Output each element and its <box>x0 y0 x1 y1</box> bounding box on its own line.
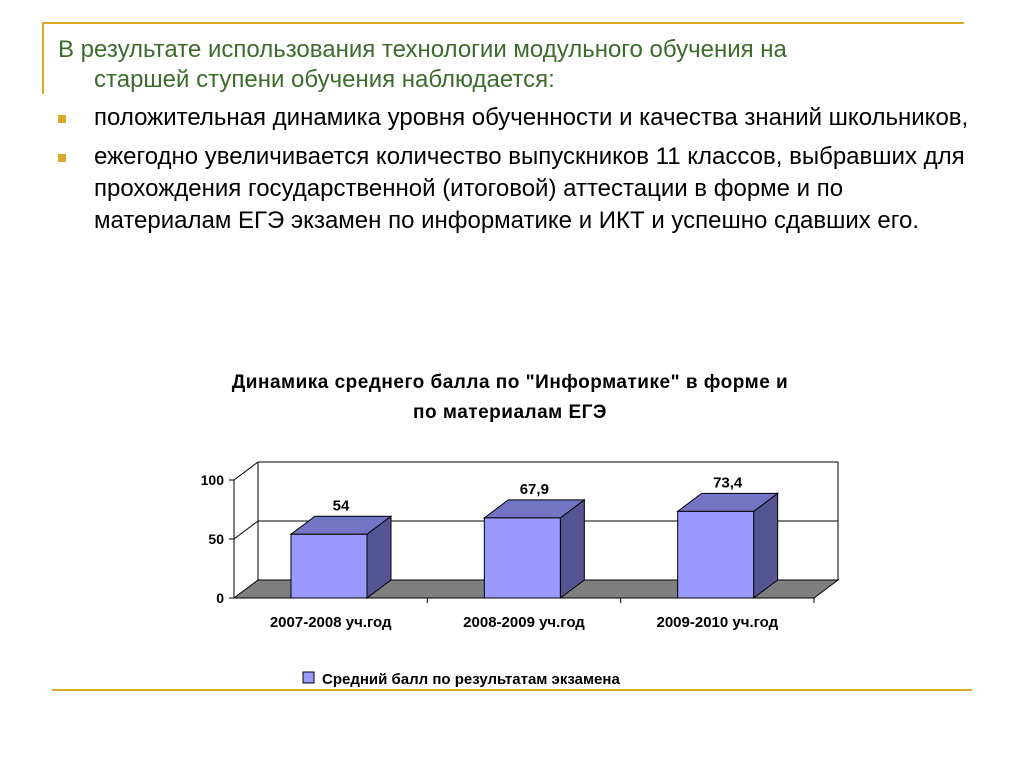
square-bullet-icon <box>58 154 66 162</box>
chart-title-line-2: по материалам ЕГЭ <box>413 402 607 423</box>
bar-front <box>677 510 755 599</box>
legend-swatch <box>302 671 315 684</box>
bar: 67,9 <box>482 481 586 599</box>
bar-front <box>290 533 368 599</box>
intro-line-1: В результате использования технологии мо… <box>58 36 787 63</box>
bullet-item: положительная динамика уровня обученност… <box>56 102 976 134</box>
category-label: 2007-2008 уч.год <box>270 614 392 631</box>
y-tick-labels: 0 50 100 <box>201 472 234 606</box>
side-wall-top <box>233 461 259 481</box>
bullet-item: ежегодно увеличивается количество выпуск… <box>56 141 976 237</box>
left-rule <box>42 22 44 94</box>
bar: 73,4 <box>676 474 780 599</box>
data-label: 73,4 <box>713 474 743 491</box>
bullet-text: ежегодно увеличивается количество выпуск… <box>94 143 965 234</box>
square-bullet-icon <box>58 115 66 123</box>
bar-front <box>483 517 561 599</box>
chart-title-line-1: Динамика среднего балла по "Информатике"… <box>231 372 789 393</box>
gridline-50-side <box>233 520 259 540</box>
y-tick-label: 50 <box>208 531 224 547</box>
category-label: 2009-2010 уч.год <box>657 614 779 631</box>
y-tick-label: 0 <box>216 590 224 606</box>
intro-text: В результате использования технологии мо… <box>58 35 958 95</box>
bullet-text: положительная динамика уровня обученност… <box>94 104 969 131</box>
legend-label: Средний балл по результатам экзамена <box>322 671 620 688</box>
bullet-list: положительная динамика уровня обученност… <box>56 102 976 244</box>
y-tick-label: 100 <box>201 472 225 488</box>
data-label: 54 <box>333 497 350 514</box>
bar: 54 <box>289 497 393 599</box>
data-label: 67,9 <box>520 481 549 498</box>
chart-title: Динамика среднего балла по "Информатике"… <box>130 368 890 428</box>
top-rule <box>42 22 964 24</box>
bar-series: 54 67,9 73,4 <box>289 474 815 603</box>
category-labels: 2007-2008 уч.год 2008-2009 уч.год 2009-201… <box>270 614 779 631</box>
category-label: 2008-2009 уч.год <box>463 614 585 631</box>
legend: Средний балл по результатам экзамена <box>302 671 620 688</box>
intro-line-2: старшей ступени обучения наблюдается: <box>94 66 555 93</box>
bottom-rule <box>52 689 972 691</box>
